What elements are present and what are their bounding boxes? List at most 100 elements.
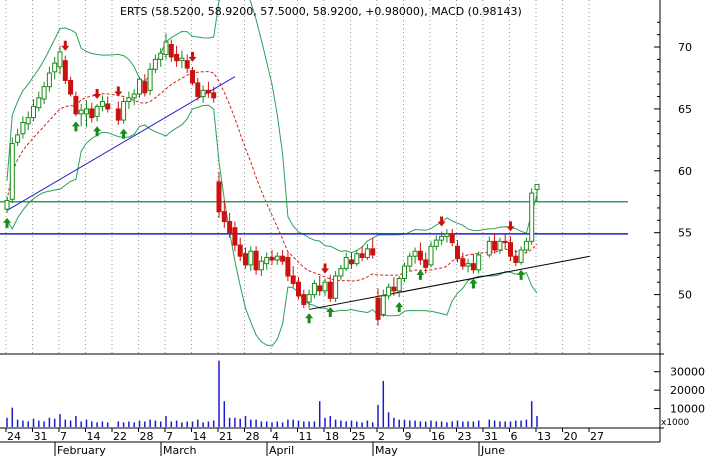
candle-body [375,297,381,320]
candle-body [46,72,52,88]
candle-body [470,263,476,271]
candle-body [301,294,307,305]
date-tick-label: 4 [272,430,279,443]
candle-body [264,256,270,265]
candle-body [31,105,36,119]
volume-bars [6,360,538,427]
candle-body [105,103,111,110]
candle-body [168,44,174,58]
candle-body [327,281,333,299]
candle-body [20,122,26,135]
sell-signal-arrow [437,216,446,227]
date-tick-label: 31 [34,430,48,443]
candle-body [386,286,392,297]
bollinger-bands [6,0,538,347]
candle-body [15,134,21,143]
date-tick-label: 6 [511,430,518,443]
date-tick-label: 28 [246,430,260,443]
price-tick-label: 50 [678,289,692,302]
price-tick-label: 55 [678,227,692,240]
candle-body [89,108,95,119]
candle-body [417,250,423,261]
month-label: May [375,444,398,457]
candle-body [423,259,429,268]
candle-body [4,200,10,210]
candle-body [465,263,471,267]
candle-body [179,57,185,62]
candle-body [174,53,180,62]
date-tick-label: 20 [564,430,578,443]
month-label: April [269,444,294,457]
candle-body [296,281,301,297]
candle-body [407,255,413,267]
candle-body [73,96,79,115]
date-tick-label: 13 [537,430,551,443]
trendline [309,255,591,310]
candle-body [152,58,158,70]
candle-body [285,256,291,277]
candle-body [391,286,397,292]
buy-signal-arrow [71,121,80,132]
candle-body [338,268,344,277]
date-tick-label: 14 [193,430,207,443]
candle-body [311,282,317,296]
date-tick-label: 23 [458,430,472,443]
grid [5,0,590,354]
date-tick-label: 31 [484,430,498,443]
candle-body [200,89,206,98]
candle-body [269,256,275,261]
candle-body [534,183,540,190]
candle-body [142,81,148,94]
signal-arrows [3,40,526,324]
candle-body [433,239,439,247]
candle-body [147,68,153,91]
candle-body [248,250,254,266]
buy-signal-arrow [119,128,128,139]
candle-body [78,109,84,115]
date-tick-label: 9 [405,430,412,443]
candle-body [221,211,227,223]
reference-lines [0,76,628,310]
volume-tick-label: 30000 [670,366,705,379]
candle-body [9,143,15,200]
date-tick-label: 22 [113,430,127,443]
date-tick-label: 7 [166,430,173,443]
candles [4,33,540,326]
candle-body [84,108,89,115]
volume-unit-label: x1000 [661,418,690,428]
price-tick-label: 65 [678,103,692,116]
candle-body [502,240,508,244]
month-label: March [163,444,197,457]
candle-body [333,275,339,299]
bollinger-lower [6,104,538,347]
candle-body [476,254,482,271]
candle-body [274,255,280,261]
candle-body [370,248,376,256]
candle-body [402,265,407,279]
candle-body [444,233,450,237]
buy-signal-arrow [416,269,425,280]
candle-body [317,285,323,292]
candle-body [237,244,243,257]
candle-body [349,259,354,265]
candle-body [211,92,217,99]
candle-body [25,117,31,125]
sell-signal-arrow [506,221,515,232]
candle-body [253,250,259,271]
candle-body [364,248,370,258]
date-tick-label: 11 [299,430,313,443]
date-tick-label: 7 [60,430,67,443]
sell-signal-arrow [61,40,70,51]
candle-body [190,70,195,84]
candle-body [380,295,386,315]
candle-body [68,79,74,95]
candle-body [460,258,466,267]
candle-body [306,294,312,303]
sell-signal-arrow [321,263,329,274]
candle-body [62,60,68,81]
candle-body [115,108,121,121]
candle-body [290,275,296,284]
candle-body [492,240,498,251]
buy-signal-arrow [93,126,102,137]
